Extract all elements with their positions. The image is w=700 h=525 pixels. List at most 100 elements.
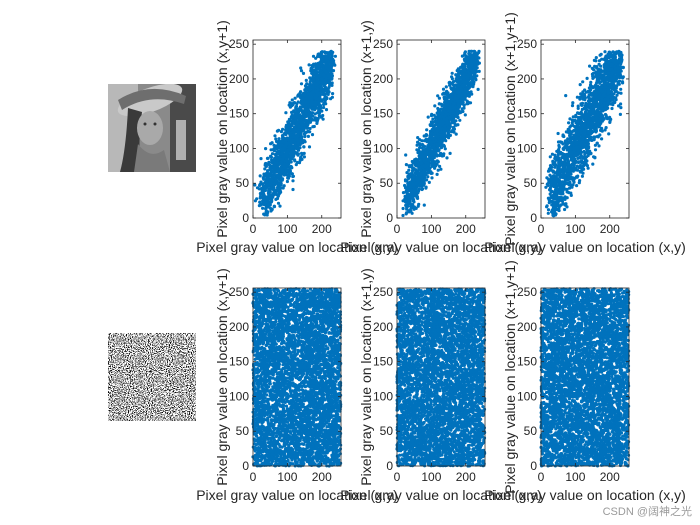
scatter-point	[275, 161, 279, 165]
scatter-point	[450, 92, 454, 96]
scatter-point	[412, 183, 416, 187]
scatter-point	[299, 134, 303, 138]
scatter-point	[412, 194, 416, 198]
scatter-point	[281, 164, 286, 169]
scatter-point	[314, 103, 318, 107]
y-axis-label: Pixel gray value on location (x+1,y)	[358, 20, 374, 238]
scatter-point	[286, 151, 290, 155]
scatter-point	[302, 145, 306, 149]
scatter-point	[463, 84, 467, 88]
scatter-point	[258, 174, 262, 178]
scatter-point	[437, 116, 441, 121]
scatter-point	[577, 181, 581, 185]
scatter-point	[300, 157, 304, 161]
scatter-point	[308, 87, 312, 91]
scatter-point	[288, 131, 293, 135]
scatter-point	[275, 129, 279, 133]
scatter-point	[548, 199, 552, 203]
scatter-point	[310, 84, 314, 88]
scatter-point	[302, 123, 306, 127]
scatter-point	[268, 163, 272, 167]
scatter-point	[404, 163, 408, 167]
scatter-point	[457, 90, 462, 95]
scatter-point	[438, 144, 442, 148]
scatter-point	[259, 203, 263, 207]
scatter-point	[423, 147, 427, 152]
scatter-point	[265, 211, 269, 215]
scatter-point	[317, 102, 321, 106]
scatter-point	[265, 171, 269, 175]
scatter-point	[433, 104, 437, 108]
scatter-point	[305, 100, 309, 104]
scatter-point	[451, 88, 455, 92]
scatter-point	[287, 122, 291, 126]
scatter-point	[599, 64, 603, 68]
scatter-point	[434, 115, 438, 119]
scatter-point	[276, 201, 281, 205]
scatter-point	[463, 87, 467, 91]
scatter-point	[546, 208, 551, 212]
scatter-point	[603, 128, 607, 132]
plain-image	[108, 84, 196, 172]
scatter-point	[550, 165, 554, 169]
scatter-point	[409, 172, 413, 176]
scatter-point	[467, 56, 471, 60]
scatter-point	[296, 152, 300, 156]
scatter-point	[289, 164, 293, 169]
scatter-point	[613, 54, 617, 58]
scatter-point	[578, 83, 582, 87]
scatter-point	[274, 178, 278, 182]
scatter-point	[273, 156, 277, 160]
scatter-point	[439, 133, 444, 137]
scatter-point	[269, 182, 273, 186]
scatter-point	[306, 134, 310, 138]
y-tick-label: 150	[229, 107, 249, 121]
scatter-point	[427, 147, 431, 151]
scatter-point	[423, 134, 428, 138]
scatter-point	[317, 96, 321, 100]
scatter-point	[287, 103, 291, 107]
scatter-point	[431, 117, 435, 121]
scatter-point	[457, 99, 461, 103]
scatter-point	[417, 148, 421, 152]
scatter-point	[285, 157, 289, 161]
scatter-point	[272, 173, 276, 177]
scatter-point	[331, 92, 335, 96]
scatter-point	[323, 100, 327, 104]
scatter-point	[597, 59, 602, 63]
scatter-point	[429, 114, 434, 118]
scatter-point	[269, 155, 273, 159]
scatter-point	[411, 168, 415, 172]
scatter-point	[435, 129, 439, 133]
scatter-point	[453, 93, 457, 97]
scatter-point	[470, 75, 474, 80]
scatter-point	[621, 66, 625, 70]
scatter-point	[405, 206, 409, 210]
scatter-point	[444, 92, 448, 96]
scatter-point	[320, 59, 324, 63]
scatter-point	[320, 87, 324, 91]
scatter-point	[295, 102, 299, 106]
scatter-point	[311, 79, 315, 83]
scatter-point	[451, 119, 455, 123]
scatter-point	[439, 120, 443, 124]
scatter-point	[463, 113, 467, 117]
scatter-point	[293, 135, 297, 139]
scatter-point	[463, 93, 467, 97]
scatter-point	[297, 110, 301, 114]
scatter-point	[321, 117, 325, 121]
scatter-point	[264, 180, 269, 184]
scatter-point	[287, 170, 291, 175]
scatter-point	[291, 179, 295, 183]
scatter-point	[424, 186, 428, 190]
scatter-point	[321, 113, 325, 118]
scatter-point	[429, 143, 433, 147]
scatter-point	[280, 150, 284, 154]
scatter-point	[579, 92, 583, 96]
scatter-point	[267, 160, 271, 164]
scatter-point	[435, 172, 439, 176]
scatter-point	[333, 54, 337, 58]
scatter-point	[320, 77, 324, 82]
scatter-point	[460, 100, 464, 104]
scatter-point	[464, 80, 468, 84]
